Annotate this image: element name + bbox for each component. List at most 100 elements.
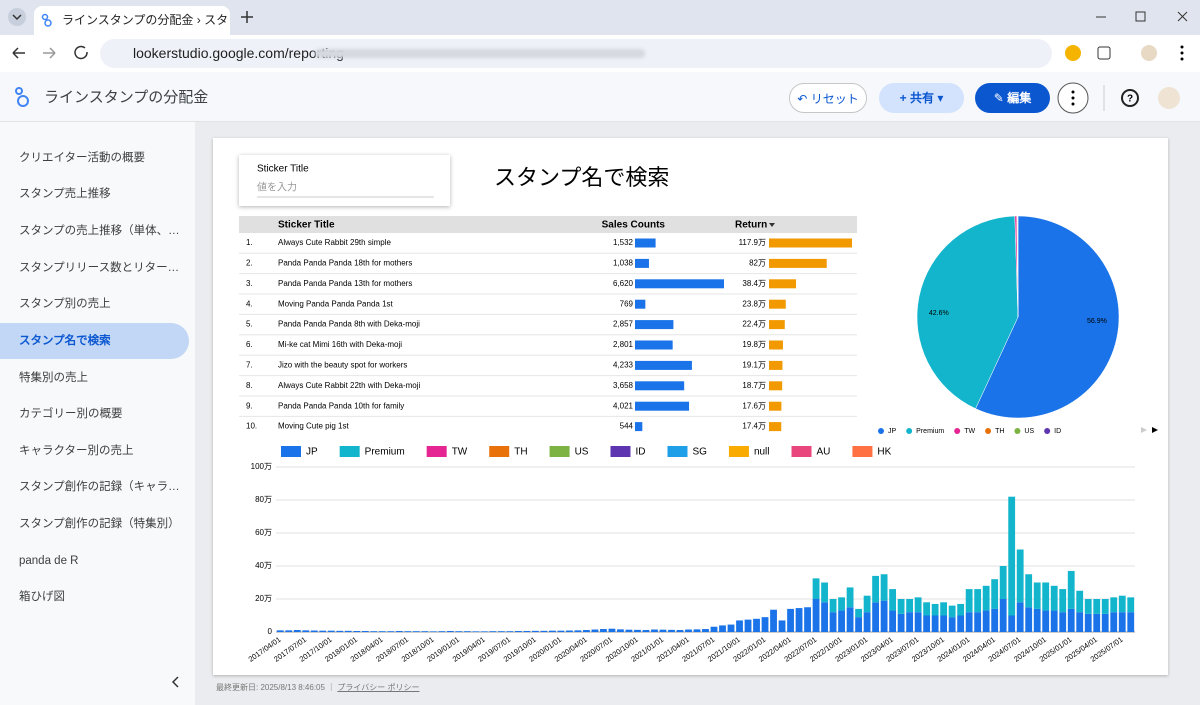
sales-label: 3,658: [613, 381, 634, 390]
share-button[interactable]: + 共有 ▾: [879, 83, 964, 113]
bar-segment: [1059, 589, 1067, 613]
nav-item[interactable]: 特集別の売上: [19, 372, 88, 384]
column-header[interactable]: Sales Counts: [602, 220, 666, 231]
legend-label: AU: [817, 447, 831, 458]
legend-dot: [906, 428, 913, 434]
nav-item[interactable]: スタンプの売上推移（単体、…: [19, 225, 180, 237]
legend-swatch: [852, 446, 873, 457]
bar-segment: [293, 630, 301, 632]
sales-bar: [635, 401, 690, 411]
bar-segment: [1033, 608, 1041, 632]
browser-tab[interactable]: ラインスタンプの分配金 › スタンプ名: [34, 6, 230, 35]
bar-segment: [1101, 613, 1109, 632]
nav-item[interactable]: panda de R: [19, 555, 79, 567]
sales-label: 1,038: [613, 259, 634, 268]
legend-swatch: [791, 446, 812, 457]
bar-segment: [557, 630, 565, 632]
nav-item[interactable]: スタンプ創作の記録（キャラ…: [19, 481, 180, 493]
header-icons[interactable]: ?: [1056, 81, 1200, 115]
bar-segment: [855, 617, 862, 632]
bar-segment: [1101, 599, 1109, 614]
sales-label: 4,021: [613, 401, 634, 410]
bar-segment: [872, 602, 880, 632]
row-title: Panda Panda Panda 18th for mothers: [278, 259, 412, 268]
collapse-button[interactable]: [168, 674, 184, 690]
bar-segment: [685, 629, 692, 632]
bar-segment: [1042, 582, 1050, 611]
nav-item[interactable]: スタンプリリース数とリター…: [19, 262, 180, 274]
nav-item[interactable]: クリエイター活動の概要: [19, 152, 146, 164]
bar-segment: [1025, 574, 1033, 608]
address-bar: lookerstudio.google.com/reporting: [0, 35, 1200, 72]
y-tick-label: 100万: [251, 462, 272, 471]
legend-label: TH: [514, 447, 527, 458]
bar-segment: [982, 610, 990, 632]
return-bar: [769, 422, 782, 432]
return-bar: [769, 401, 782, 411]
bar-segment: [914, 597, 922, 613]
column-header[interactable]: Return: [735, 220, 767, 231]
bar-segment: [463, 631, 471, 632]
legend-label: SG: [692, 447, 707, 458]
bar-segment: [923, 602, 931, 616]
legend-prev[interactable]: [1141, 427, 1147, 433]
column-header[interactable]: Sticker Title: [278, 220, 335, 231]
sales-bar: [635, 238, 656, 248]
row-title: Panda Panda Panda 8th with Deka-moji: [278, 320, 420, 329]
app-header: ラインスタンプの分配金 ↶ リセット + 共有 ▾ ✎ 編集 ?: [0, 72, 1200, 122]
bar-segment: [591, 629, 599, 632]
bar-segment: [821, 582, 828, 603]
bar-segment: [897, 613, 905, 632]
return-bar: [769, 340, 783, 350]
sidebar: クリエイター活動の概要 スタンプ売上推移 スタンプの売上推移（単体、… スタンプ…: [0, 122, 195, 705]
filter-label: Sticker Title: [257, 164, 309, 175]
legend-dot: [1044, 428, 1051, 434]
bar-segment: [370, 631, 378, 632]
toolbar-icons[interactable]: [1060, 35, 1200, 72]
legend-swatch: [339, 446, 360, 457]
bar-segment: [310, 630, 318, 632]
reset-button[interactable]: ↶ リセット: [789, 83, 867, 113]
nav-item[interactable]: 箱ひげ図: [19, 591, 65, 603]
report: Sticker Title 値を入力 スタンプ名で検索 Sticker Titl…: [239, 155, 1158, 664]
bar-segment: [1016, 602, 1024, 632]
omnibox[interactable]: lookerstudio.google.com/reporting: [100, 39, 1052, 68]
nav-buttons[interactable]: [0, 35, 100, 72]
nav-item[interactable]: スタンプ別の売上: [19, 298, 111, 310]
nav-item[interactable]: スタンプ創作の記録（特集別）: [19, 518, 180, 530]
row-rank: 4.: [246, 299, 253, 308]
sales-label: 4,233: [613, 361, 634, 370]
bar-segment: [540, 630, 548, 632]
sales-label: 544: [620, 422, 634, 431]
bar-segment: [1118, 612, 1126, 632]
nav-item[interactable]: スタンプ売上推移: [19, 188, 111, 200]
bar-segment: [625, 629, 633, 632]
bar-segment: [965, 612, 973, 632]
legend-next[interactable]: [1152, 427, 1158, 433]
filter-box[interactable]: [239, 155, 450, 206]
bar-segment: [906, 599, 914, 613]
bar-segment: [455, 631, 463, 632]
bar-segment: [999, 599, 1007, 632]
bar-segment: [889, 589, 897, 611]
bar-segment: [736, 620, 743, 632]
bar-segment: [302, 630, 310, 632]
privacy-link[interactable]: プライバシー ポリシー: [337, 683, 420, 692]
bar-segment: [812, 599, 820, 632]
tab-title: ラインスタンプの分配金 › スタンプ名: [62, 13, 230, 27]
nav-item-active[interactable]: スタンプ名で検索: [0, 323, 189, 359]
nav-item[interactable]: キャラクター別の売上: [19, 445, 134, 457]
svg-text:?: ?: [1127, 94, 1133, 105]
edit-button[interactable]: ✎ 編集: [975, 83, 1050, 113]
pie-slice: [916, 215, 1019, 409]
bar-segment: [676, 630, 684, 632]
bar-segment: [276, 630, 284, 632]
bar-segment: [880, 574, 888, 601]
bar-segment: [378, 631, 386, 632]
bar-segment: [659, 629, 667, 632]
return-label: 18.7万: [742, 381, 766, 390]
nav-item[interactable]: カテゴリー別の概要: [19, 408, 123, 420]
bar-segment: [838, 610, 845, 632]
row-title: Panda Panda Panda 13th for mothers: [278, 279, 412, 288]
bar-segment: [285, 630, 293, 632]
